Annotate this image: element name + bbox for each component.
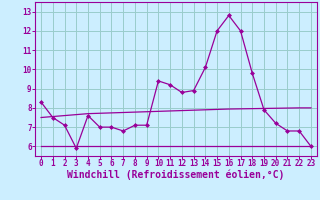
X-axis label: Windchill (Refroidissement éolien,°C): Windchill (Refroidissement éolien,°C) <box>67 170 285 180</box>
